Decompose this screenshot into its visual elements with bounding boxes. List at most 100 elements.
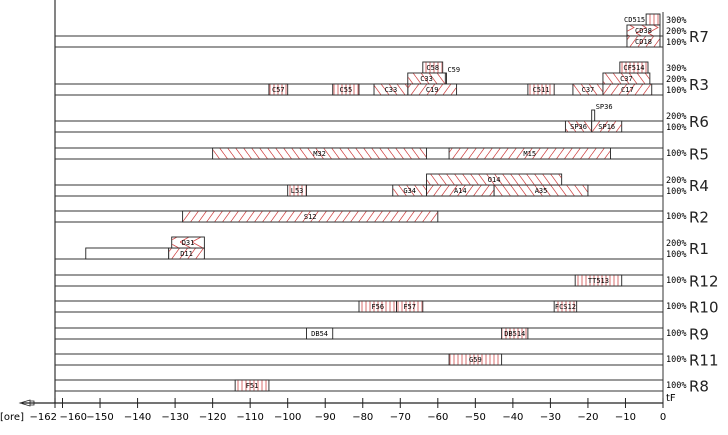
bar-label: SP16 xyxy=(598,123,615,131)
bar-label: DB54 xyxy=(311,330,328,338)
bar-label: SP36 xyxy=(570,123,587,131)
row-name-r2: R2 xyxy=(689,209,709,227)
bar-hatch xyxy=(172,237,204,248)
bar xyxy=(306,327,334,340)
bar-hatch xyxy=(449,148,610,159)
level-label: 200% xyxy=(666,75,686,85)
x-unit-label: [ore] xyxy=(0,412,24,423)
bar-hatch xyxy=(397,301,423,312)
bar-label: F51 xyxy=(246,382,259,390)
row-name-r1: R1 xyxy=(689,240,709,258)
row-name-r11: R11 xyxy=(689,352,719,370)
level-label: 100% xyxy=(666,329,686,339)
x-tick-label: 0 xyxy=(660,412,666,423)
level-label: 100% xyxy=(666,302,686,312)
row-name-r10: R10 xyxy=(689,299,719,317)
bar-label: DB514 xyxy=(504,330,525,338)
x-tick-label: −140 xyxy=(124,412,151,423)
bar-hatch xyxy=(427,174,562,185)
bar-label: C19 xyxy=(426,86,439,94)
bar-hatch xyxy=(423,62,443,73)
level-label: 100% xyxy=(666,149,686,159)
x-axis: −162 −160 −150 −140 −130 −120 −110 −100 −90 −80 −7… xyxy=(0,393,676,423)
level-label: 100% xyxy=(666,38,686,48)
level-label: 100% xyxy=(666,123,686,133)
level-label: 100% xyxy=(666,212,686,222)
bar-label: C37 xyxy=(620,75,633,83)
bar-label: C33 xyxy=(420,75,433,83)
bar-label: F56 xyxy=(371,303,384,311)
level-label: 200% xyxy=(666,239,686,249)
bar-label: F57 xyxy=(403,303,416,311)
bar-hatch xyxy=(393,185,427,196)
x-tick-label: −70 xyxy=(390,412,411,423)
bar-label: CD38 xyxy=(635,27,652,35)
bar-hatch xyxy=(603,73,650,84)
bar-label: C511 xyxy=(533,86,550,94)
bars: CD515 CD38 CD18 C58 C59 C33 C19 C33 C55 C57 C511 C3… xyxy=(85,13,661,392)
bar-label: D31 xyxy=(182,239,195,247)
bar-hatch xyxy=(502,328,528,339)
level-label: 100% xyxy=(666,276,686,286)
bar xyxy=(85,247,170,260)
x-tick-label: −90 xyxy=(315,412,336,423)
bar-hatch xyxy=(183,211,438,222)
x-tick-label: −150 xyxy=(86,412,113,423)
row-name-r3: R3 xyxy=(689,76,709,94)
x-tick-label: −160 xyxy=(60,412,87,423)
x-tick-label: −110 xyxy=(236,412,263,423)
level-label: 300% xyxy=(666,16,686,26)
bar-label: C55 xyxy=(340,86,353,94)
bar-hatch xyxy=(603,84,652,95)
bar-label: FCS12 xyxy=(555,303,576,311)
bar-label: A14 xyxy=(454,187,467,195)
bar-hatch xyxy=(494,185,588,196)
bar-hatch xyxy=(359,301,397,312)
level-label: 300% xyxy=(666,64,686,74)
bar-label: S12 xyxy=(304,213,317,221)
bar-label: M15 xyxy=(523,150,536,158)
bar-label: D11 xyxy=(180,250,193,258)
bar-hatch xyxy=(333,84,359,95)
bar-label: CD18 xyxy=(635,38,652,46)
row-name-r5: R5 xyxy=(689,146,709,164)
x-tick-label: −162 xyxy=(30,412,57,423)
bar-hatch xyxy=(575,275,622,286)
bar-label: C33 xyxy=(385,86,398,94)
x-tick-label: −100 xyxy=(274,412,301,423)
row-name-r8: R8 xyxy=(689,378,709,396)
bar-hatch xyxy=(620,62,648,73)
bar-hatch xyxy=(374,84,408,95)
level-label: 100% xyxy=(666,381,686,391)
bar-label: C58 xyxy=(426,64,439,72)
level-label: 100% xyxy=(666,355,686,365)
bar-hatch xyxy=(169,248,204,259)
axis-arrow-icon xyxy=(18,399,35,407)
x-tick-label: −130 xyxy=(161,412,188,423)
level-label: 200% xyxy=(666,27,686,37)
level-label: 200% xyxy=(666,176,686,186)
bar-hatch xyxy=(408,73,445,84)
x-tick-label: −80 xyxy=(352,412,373,423)
level-label: 100% xyxy=(666,250,686,260)
x-tick-label: −60 xyxy=(427,412,448,423)
level-label: 100% xyxy=(666,86,686,96)
x-tick-label: −30 xyxy=(540,412,561,423)
bar-hatch xyxy=(288,185,306,196)
x-tick-label: −120 xyxy=(199,412,226,423)
bar-hatch xyxy=(235,380,269,391)
row-name-r6: R6 xyxy=(689,113,709,131)
bar-hatch xyxy=(408,84,457,95)
bar-label: TT513 xyxy=(588,277,609,285)
bar-hatch xyxy=(213,148,427,159)
bar-hatch xyxy=(627,25,660,36)
bar-label: L53 xyxy=(291,187,304,195)
bar-hatch xyxy=(592,121,622,132)
x-end-label: tF xyxy=(666,393,676,404)
bar-hatch xyxy=(427,185,494,196)
bar-label: C59 xyxy=(447,66,460,74)
bar-label: SP36 xyxy=(596,103,613,111)
bar-label: G34 xyxy=(403,187,416,195)
